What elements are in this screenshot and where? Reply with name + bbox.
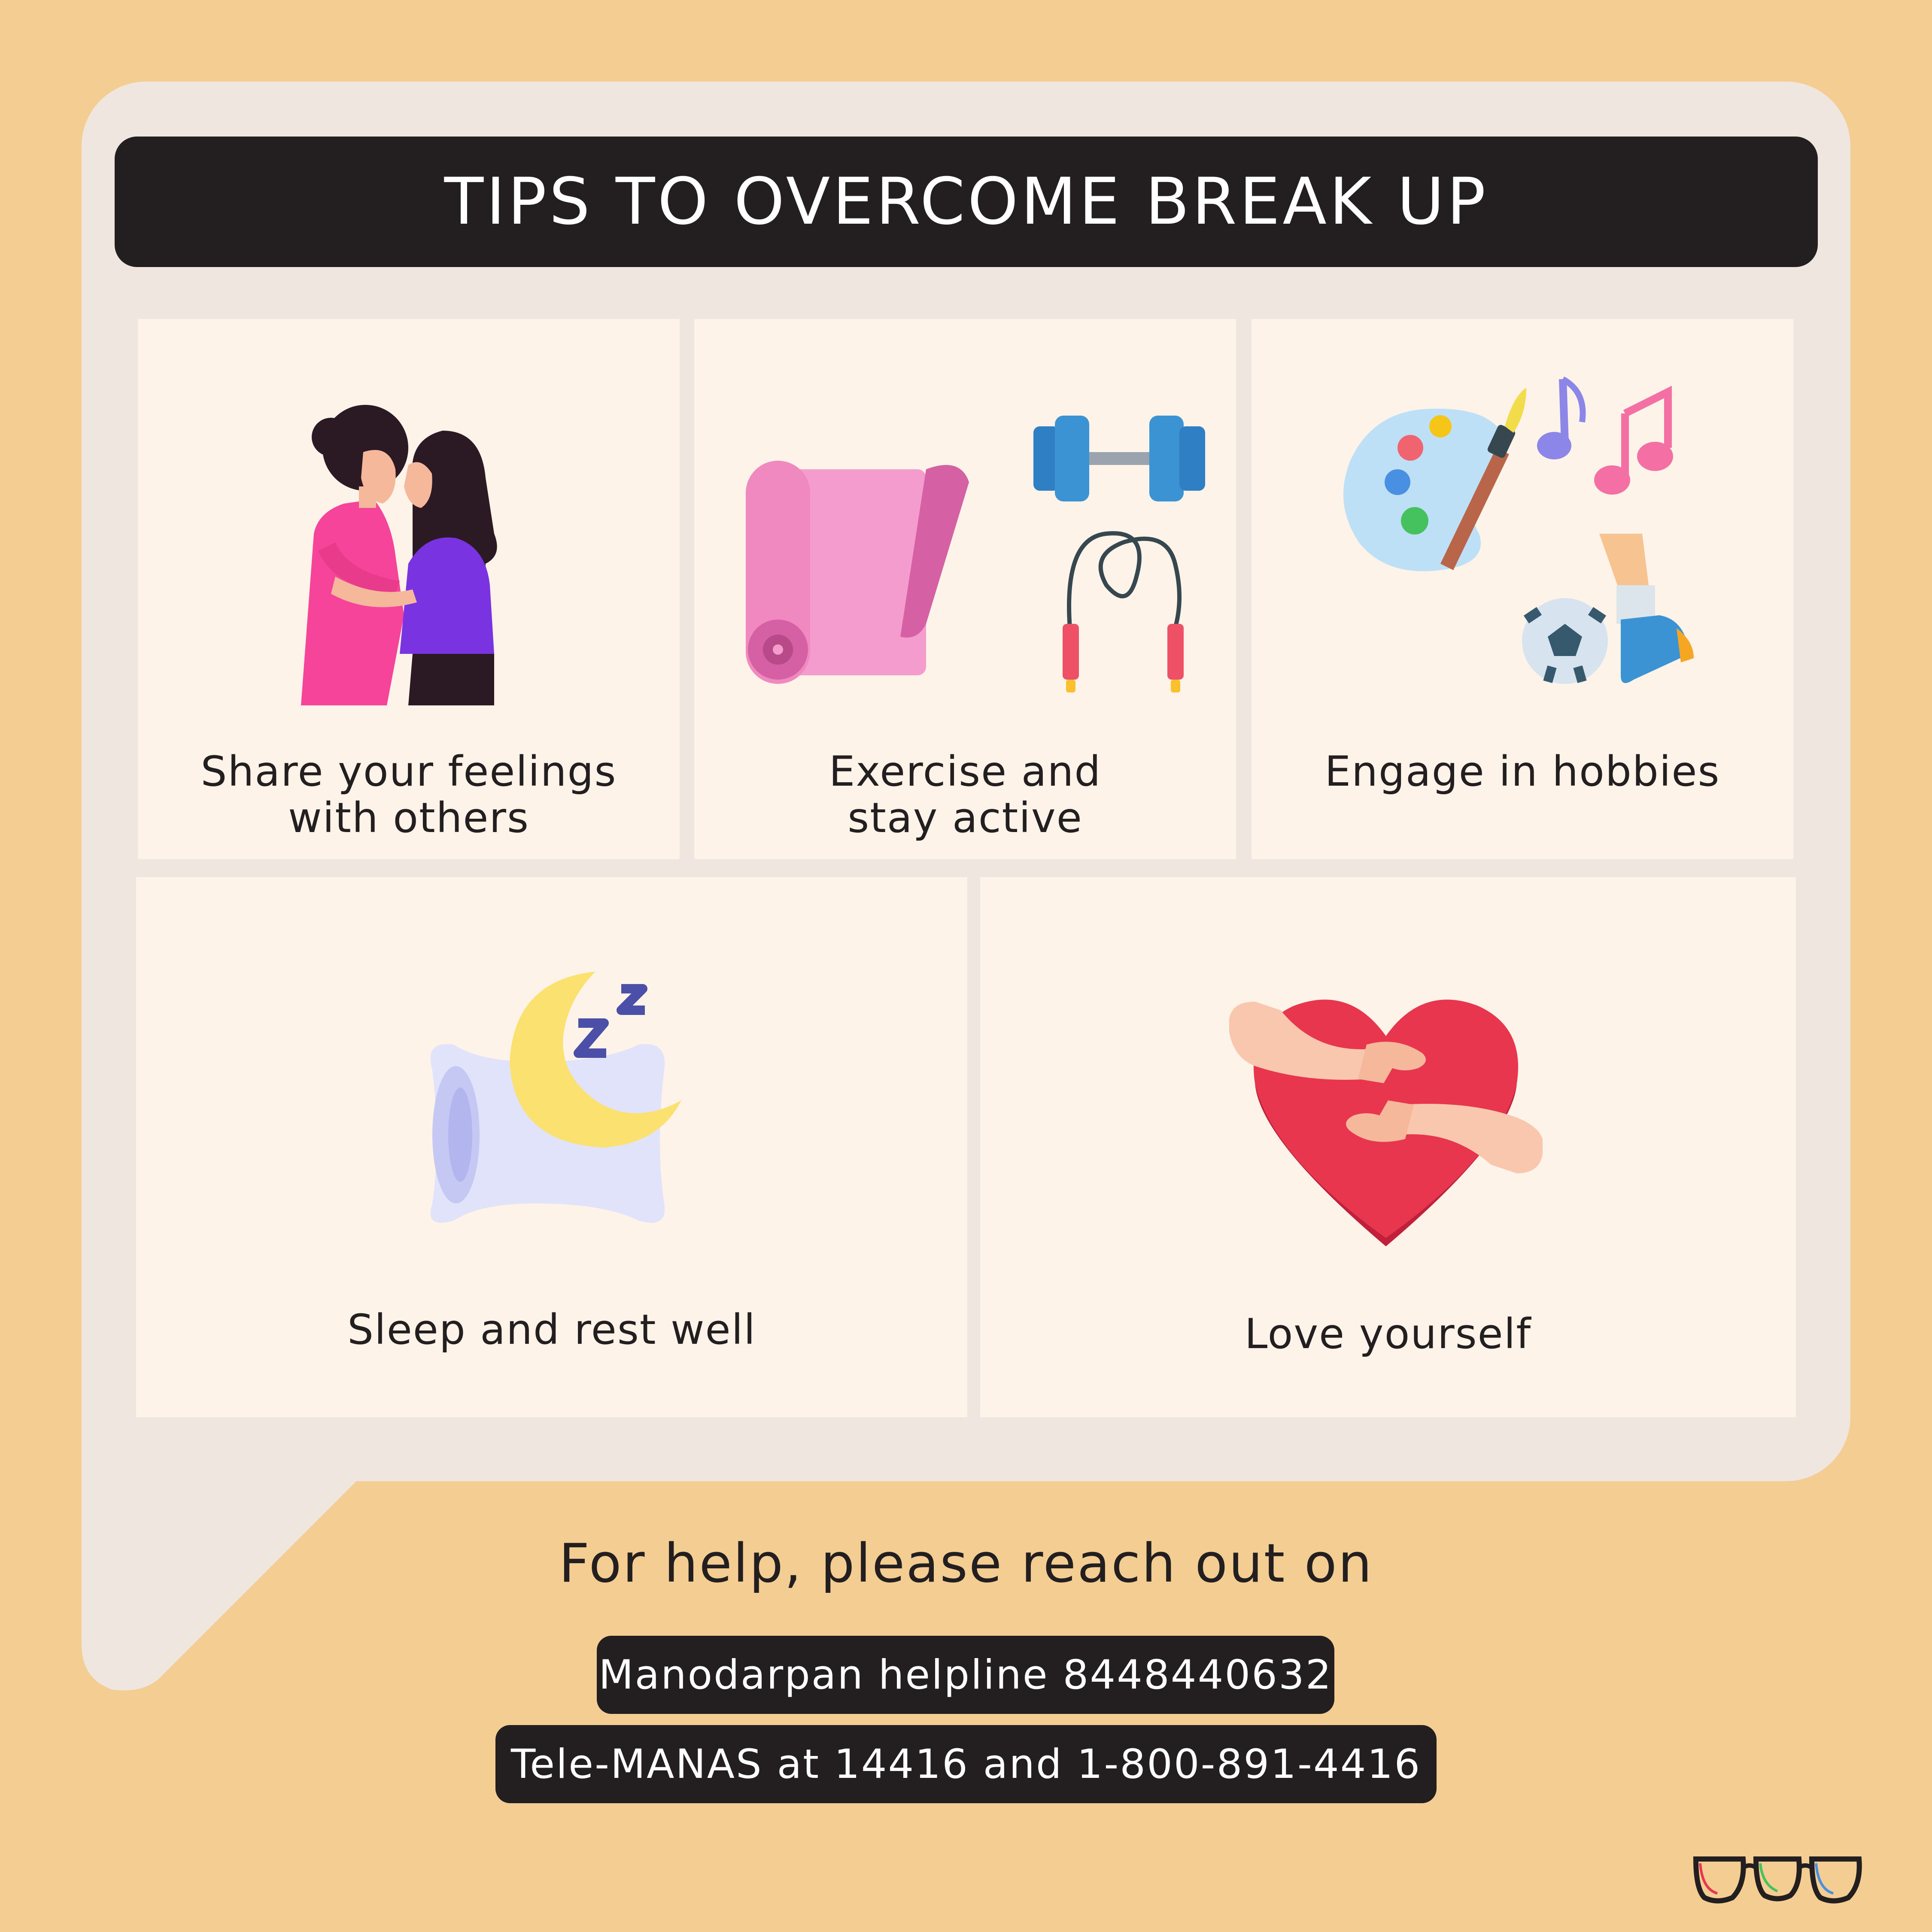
- telemanas-helpline-badge: Tele-MANAS at 14416 and 1-800-891-4416: [495, 1725, 1437, 1803]
- football-icon: [1522, 598, 1608, 684]
- yoga-mat-icon: [746, 461, 969, 684]
- sleep-z-icon: [574, 984, 647, 1058]
- tip-label-line2: stay active: [848, 794, 1083, 842]
- paint-brush-icon: [1440, 388, 1526, 570]
- title-banner: TIPS TO OVERCOME BREAK UP: [115, 137, 1818, 267]
- jump-rope-icon: [1067, 531, 1182, 629]
- hobbies-icon: [1343, 376, 1694, 684]
- help-heading: For help, please reach out on: [559, 1533, 1373, 1595]
- tip-card-hobbies: Engage in hobbies: [1252, 319, 1793, 859]
- dumbbell-icon: [1033, 416, 1205, 501]
- tip-card-sleep: Sleep and rest well: [136, 877, 967, 1417]
- tip-label-line1: Exercise and: [829, 747, 1102, 796]
- music-notes-icon: [1537, 376, 1673, 495]
- hugging-heart-icon: [1229, 999, 1543, 1246]
- tip-label: Love yourself: [1244, 1310, 1532, 1358]
- tip-label-line2: with others: [288, 794, 529, 842]
- leg-with-cleat-icon: [1599, 534, 1694, 683]
- hugging-people-icon: [301, 405, 497, 705]
- manodarpan-helpline-badge: Manodarpan helpline 8448440632: [597, 1636, 1334, 1714]
- exercise-equipment-icon: [746, 416, 1205, 693]
- tip-card-exercise: Exercise and stay active: [694, 319, 1236, 859]
- crescent-moon-icon: [510, 972, 681, 1148]
- pillow-icon: [430, 1044, 665, 1223]
- tip-card-share-feelings: Share your feelings with others: [138, 319, 680, 859]
- telemanas-helpline-text: Tele-MANAS at 14416 and 1-800-891-4416: [510, 1741, 1422, 1788]
- glasses-logo-icon: [1693, 1856, 1862, 1904]
- tip-label: Sleep and rest well: [347, 1306, 756, 1354]
- pillow-moon-sleep-icon: [430, 972, 681, 1223]
- tip-label: Engage in hobbies: [1324, 747, 1720, 796]
- page-title: TIPS TO OVERCOME BREAK UP: [444, 164, 1488, 239]
- tip-label-line1: Share your feelings: [200, 747, 617, 796]
- tip-card-love-yourself: Love yourself: [980, 877, 1796, 1417]
- manodarpan-helpline-text: Manodarpan helpline 8448440632: [598, 1651, 1333, 1698]
